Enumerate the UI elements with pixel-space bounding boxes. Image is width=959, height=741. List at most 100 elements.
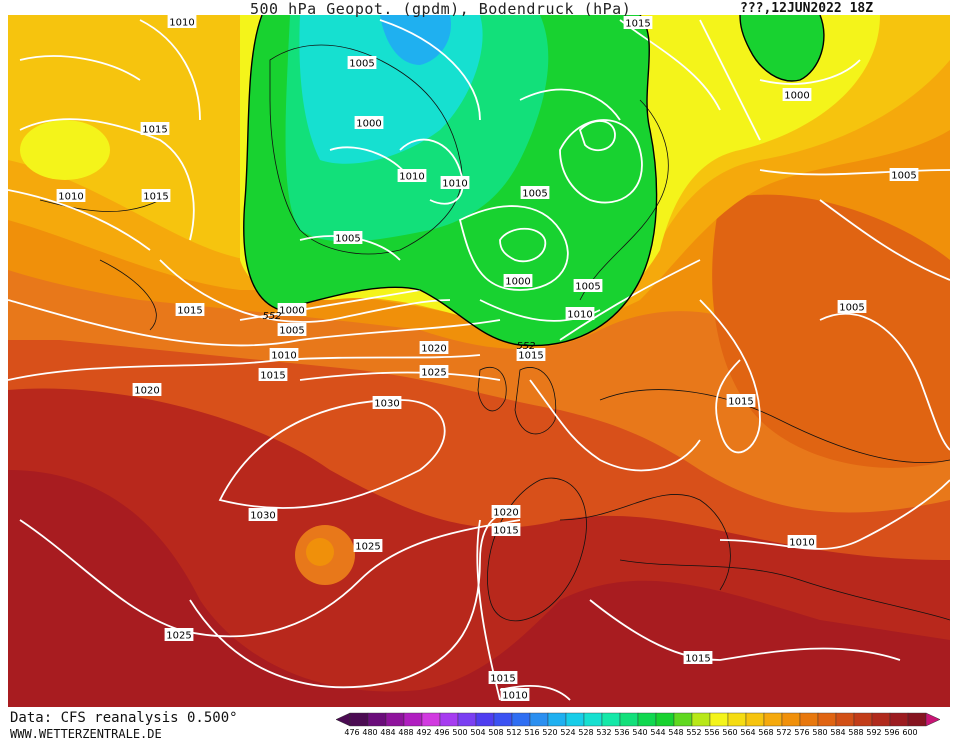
isobar-label-text: 1010 <box>399 172 424 183</box>
colorbar-swatch <box>403 712 423 727</box>
coastlines <box>39 44 950 622</box>
colorbar-label: 572 <box>776 728 791 737</box>
colorbar-swatch <box>673 712 693 727</box>
isobar-label-text: 1020 <box>493 508 518 519</box>
colorbar-swatch <box>799 712 819 727</box>
isobar-label-text: 1010 <box>58 192 83 203</box>
colorbar-swatch <box>871 712 891 727</box>
contour-label: 552 <box>516 341 535 352</box>
isobar-label: 1030 <box>248 508 278 522</box>
colorbar-swatch <box>529 712 549 727</box>
isobar-label: 1005 <box>837 300 867 314</box>
isobar-label-text: 1015 <box>625 19 650 30</box>
colorbar-label: 504 <box>470 728 485 737</box>
colorbar-right-arrow <box>925 712 941 727</box>
isobar-label: 1000 <box>503 274 533 288</box>
isobar-label: 1025 <box>419 365 449 379</box>
colorbar-swatch <box>727 712 747 727</box>
isobar-label: 1015 <box>516 348 546 362</box>
isobar-label: 1010 <box>56 189 86 203</box>
colorbar-label: 492 <box>416 728 431 737</box>
isobar-label: 1005 <box>889 168 919 182</box>
colorbar-label: 484 <box>380 728 395 737</box>
colorbar-label: 588 <box>848 728 863 737</box>
colorbar-swatch <box>889 712 909 727</box>
isobars <box>8 19 950 701</box>
colorbar-swatch <box>493 712 513 727</box>
isobar-label: 1015 <box>623 16 653 30</box>
colorbar-swatch <box>781 712 801 727</box>
colorbar-label: 600 <box>902 728 917 737</box>
website-link[interactable]: WWW.WETTERZENTRALE.DE <box>10 727 162 741</box>
colorbar-label: 528 <box>578 728 593 737</box>
colorbar-label: 536 <box>614 728 629 737</box>
colorbar-label: 476 <box>344 728 359 737</box>
colorbar-label: 568 <box>758 728 773 737</box>
isobar-label-text: 1020 <box>134 386 159 397</box>
colorbar-label: 480 <box>362 728 377 737</box>
colorbar-label: 544 <box>650 728 665 737</box>
isobar-label: 1010 <box>565 307 595 321</box>
isobar-label-text: 1025 <box>355 542 380 553</box>
isobar-label-text: 1010 <box>169 18 194 29</box>
colorbar-label: 564 <box>740 728 755 737</box>
isobar-label-text: 1005 <box>891 171 916 182</box>
isobar-label: 1010 <box>500 688 530 702</box>
colorbar-label: 596 <box>884 728 899 737</box>
isobar-label-text: 1005 <box>522 189 547 200</box>
colorbar-swatch <box>385 712 405 727</box>
isobar-label-text: 1015 <box>260 371 285 382</box>
colorbar-label: 520 <box>542 728 557 737</box>
colorbar-swatch <box>439 712 459 727</box>
colorbar-label: 556 <box>704 728 719 737</box>
isobar-label: 1010 <box>269 348 299 362</box>
colorbar-swatch <box>835 712 855 727</box>
colorbar-label: 512 <box>506 728 521 737</box>
isobar-label: 1015 <box>488 671 518 685</box>
isobar-label-text: 1010 <box>502 691 527 702</box>
colorbar-label: 488 <box>398 728 413 737</box>
isobar-label-text: 1005 <box>575 282 600 293</box>
isobar-label: 1020 <box>419 341 449 355</box>
colorbar-label: 516 <box>524 728 539 737</box>
isobar-label-text: 1030 <box>374 399 399 410</box>
colorbar-swatch <box>475 712 495 727</box>
colorbar-label: 524 <box>560 728 575 737</box>
isobar-label: 1005 <box>573 279 603 293</box>
isobar-label-text: 1015 <box>493 526 518 537</box>
isobar-label-text: 1015 <box>143 192 168 203</box>
colorbar-left-arrow <box>335 712 351 727</box>
isobar-label-text: 1025 <box>421 368 446 379</box>
isobar-label-text: 1025 <box>166 631 191 642</box>
colorbar-swatch <box>763 712 783 727</box>
isobar-label: 1020 <box>491 505 521 519</box>
run-time: ???,12JUN2022 18Z <box>740 1 874 16</box>
isobar-label-text: 1015 <box>142 125 167 136</box>
colorbar-label: 560 <box>722 728 737 737</box>
isobar-label-text: 1030 <box>250 511 275 522</box>
isobar-label: 1010 <box>167 15 197 29</box>
isobar-label: 1015 <box>491 523 521 537</box>
isobar-label: 1005 <box>277 323 307 337</box>
colorbar-swatch <box>349 712 369 727</box>
colorbar-label: 552 <box>686 728 701 737</box>
colorbar-label: 584 <box>830 728 845 737</box>
colorbar-swatch <box>709 712 729 727</box>
isobar-label-text: 1015 <box>685 654 710 665</box>
isobar-label-text: 1000 <box>505 277 530 288</box>
colorbar-swatch <box>565 712 585 727</box>
colorbar-label: 548 <box>668 728 683 737</box>
isobar-label: 1005 <box>333 231 363 245</box>
isobar-label: 1010 <box>440 176 470 190</box>
isobar-label-text: 1010 <box>567 310 592 321</box>
isobar-label-text: 1000 <box>356 119 381 130</box>
isobar-label: 1000 <box>354 116 384 130</box>
contour-label: 552 <box>262 311 281 322</box>
colorbar-label: 500 <box>452 728 467 737</box>
colorbar: 476 480 484 488 492 496 500 504 508 512 516 520 524 5… <box>335 712 941 737</box>
isobar-label-text: 1005 <box>279 326 304 337</box>
isobar-label-text: 1015 <box>177 306 202 317</box>
isobar-label-text: 1010 <box>271 351 296 362</box>
colorbar-swatch <box>637 712 657 727</box>
